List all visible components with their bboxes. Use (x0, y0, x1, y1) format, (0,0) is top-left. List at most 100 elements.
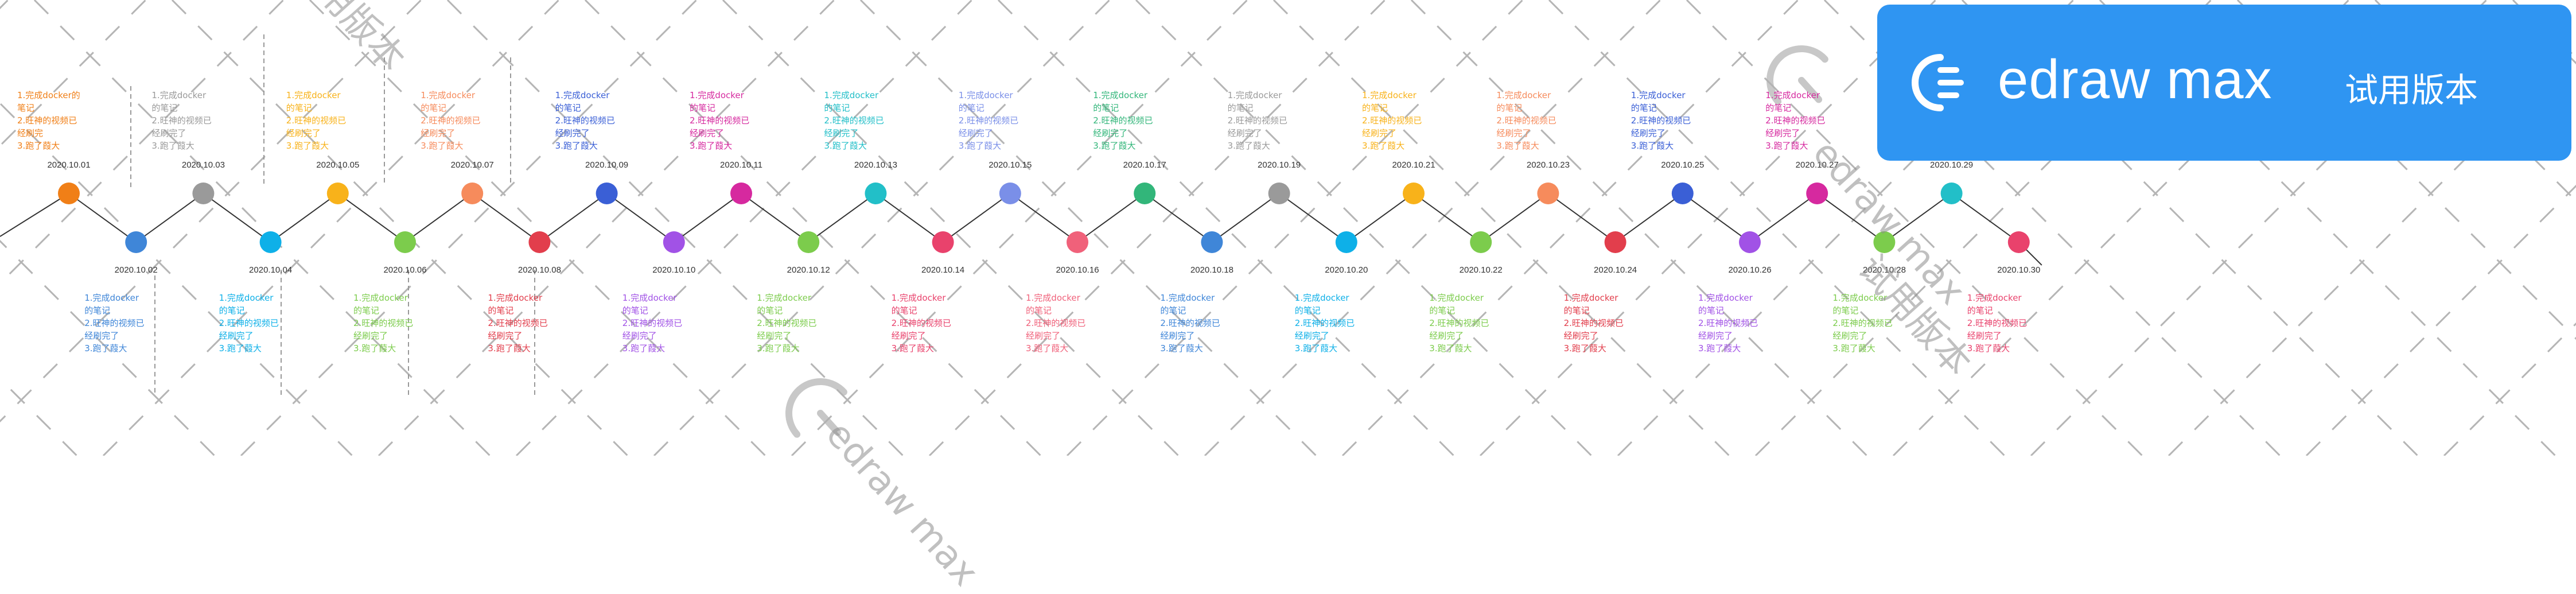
event-note-line: 经刷完了 (151, 128, 186, 138)
event-note-line: 经刷完了 (690, 128, 725, 138)
event-note-line: 2.旺神的视频已 (151, 115, 212, 126)
event-note-line: 的笔记 (555, 103, 581, 113)
event-note-line: 的笔记 (1093, 103, 1119, 113)
event-note-line: 3.跑了葭大 (1698, 343, 1741, 354)
date-label: 2020.10.30 (1997, 265, 2041, 275)
event-note: 1.完成docker 的笔记 2.旺神的视频已 经刷完了 3.跑了葭大 (824, 89, 884, 152)
event-note-line: 3.跑了葭大 (555, 141, 598, 151)
event-note-line: 2.旺神的视频已 (1967, 318, 2028, 328)
watermark-logos (785, 45, 1828, 438)
event-note-line: 的笔记 (488, 305, 514, 316)
date-label: 2020.10.22 (1459, 265, 1503, 275)
event-note-line: 3.跑了葭大 (824, 141, 867, 151)
event-note-line: 经刷完了 (353, 331, 388, 341)
event-note-line: 的笔记 (1967, 305, 1993, 316)
badge-brand-text: edraw max (1998, 49, 2273, 110)
event-note-line: 2.旺神的视频已 (488, 318, 548, 328)
event-note: 1.完成docker的 笔记 2.旺神的视频已 经刷完 3.跑了葭大 (17, 89, 80, 152)
event-note: 1.完成docker 的笔记 2.旺神的视频已 经刷完了 3.跑了葭大 (555, 89, 615, 152)
timeline-node (1671, 183, 1694, 204)
event-note-line: 2.旺神的视频已 (824, 115, 884, 126)
event-note-line: 经刷完了 (622, 331, 657, 341)
event-note: 1.完成docker 的笔记 2.旺神的视频已 经刷完了 3.跑了葭大 (1967, 292, 2027, 355)
date-label: 2020.10.26 (1728, 265, 1772, 275)
event-note-line: 经刷完了 (1294, 331, 1329, 341)
event-note-line: 3.跑了葭大 (891, 343, 934, 354)
event-note-line: 2.旺神的视频已 (219, 318, 279, 328)
event-note-line: 3.跑了葭大 (1026, 343, 1069, 354)
date-label: 2020.10.03 (181, 160, 225, 170)
event-note-line: 1.完成docker (1496, 90, 1551, 100)
event-note: 1.完成docker 的笔记 2.旺神的视频已 经刷完了 3.跑了葭大 (757, 292, 816, 355)
timeline-node (1806, 183, 1828, 204)
timeline-node (1940, 183, 1963, 204)
date-label: 2020.10.24 (1594, 265, 1637, 275)
watermark-logo-icon (785, 378, 847, 438)
event-note-line: 3.跑了葭大 (1093, 141, 1136, 151)
timeline-node (1403, 183, 1425, 204)
date-label: 2020.10.15 (989, 160, 1032, 170)
event-note: 1.完成docker 的笔记 2.旺神的视频已 经刷完了 3.跑了葭大 (1362, 89, 1422, 152)
event-note: 1.完成docker 的笔记 2.旺神的视频已 经刷完了 3.跑了葭大 (421, 89, 480, 152)
event-note-line: 3.跑了葭大 (353, 343, 396, 354)
timeline-node (1335, 231, 1357, 253)
event-note-line: 1.完成docker (757, 293, 811, 303)
event-note-line: 1.完成docker (1227, 90, 1282, 100)
timeline-node (1067, 231, 1088, 253)
event-note-line: 经刷完了 (1563, 331, 1598, 341)
event-note-line: 经刷完了 (1496, 128, 1531, 138)
timeline-node (259, 231, 282, 253)
event-note-line: 3.跑了葭大 (1227, 141, 1270, 151)
event-note-line: 2.旺神的视频已 (1429, 318, 1489, 328)
date-label: 2020.10.12 (787, 265, 830, 275)
date-label: 2020.10.20 (1325, 265, 1368, 275)
event-note-line: 2.旺神的视频已 (1026, 318, 1086, 328)
event-note-line: 1.完成docker (1362, 90, 1417, 100)
date-label: 2020.10.07 (450, 160, 494, 170)
event-note-line: 的笔记 (1429, 305, 1456, 316)
event-note-line: 的笔记 (1362, 103, 1388, 113)
event-note-line: 2.旺神的视频已 (1160, 318, 1220, 328)
event-note-line: 的笔记 (1294, 305, 1321, 316)
bg-dash-down (1135, 0, 1593, 456)
date-label: 2020.10.16 (1056, 265, 1099, 275)
timeline-node (1201, 231, 1223, 253)
timeline-node (2007, 231, 2030, 253)
event-note-line: 1.完成docker (1160, 293, 1215, 303)
event-note: 1.完成docker 的笔记 2.旺神的视频已 经刷完了 3.跑了葭大 (151, 89, 211, 152)
event-note: 1.完成docker 的笔记 2.旺神的视频已 经刷完了 3.跑了葭大 (1631, 89, 1691, 152)
event-note-line: 3.跑了葭大 (286, 141, 329, 151)
event-note-line: 2.旺神的视频已 (17, 115, 77, 126)
event-note-line: 经刷完了 (891, 331, 926, 341)
event-note-line: 的笔记 (1631, 103, 1657, 113)
timeline-node (58, 183, 80, 204)
event-note-line: 3.跑了葭大 (1160, 343, 1203, 354)
event-note-line: 经刷完了 (1832, 331, 1867, 341)
date-label: 2020.10.02 (114, 265, 158, 275)
event-note-line: 经刷完了 (1093, 128, 1128, 138)
timeline-node (326, 183, 349, 204)
event-note-line: 的笔记 (958, 103, 985, 113)
date-label: 2020.10.18 (1190, 265, 1233, 275)
zigzag-line (0, 192, 2042, 266)
event-note-line: 的笔记 (219, 305, 245, 316)
event-note-line: 经刷完了 (824, 128, 859, 138)
event-note-line: 经刷完了 (286, 128, 321, 138)
event-note-line: 1.完成docker (1698, 293, 1753, 303)
date-label: 2020.10.14 (921, 265, 965, 275)
bg-dash-up (0, 0, 147, 147)
timeline-node (528, 231, 551, 253)
event-note-line: 2.旺神的视频已 (1631, 115, 1691, 126)
timeline-node (394, 231, 416, 253)
event-note-line: 经刷完了 (1026, 331, 1061, 341)
bg-dash-up (0, 0, 9, 10)
bg-dash-down (997, 0, 1455, 456)
timeline-node (932, 231, 954, 253)
event-note-line: 经刷完了 (958, 128, 993, 138)
timeline-node (1470, 231, 1492, 253)
timeline-node (1268, 183, 1290, 204)
event-note-line: 1.完成docker (824, 90, 879, 100)
event-note-line: 1.完成docker (219, 293, 274, 303)
event-note-line: 3.跑了葭大 (1294, 343, 1338, 354)
event-note-line: 1.完成docker (891, 293, 946, 303)
